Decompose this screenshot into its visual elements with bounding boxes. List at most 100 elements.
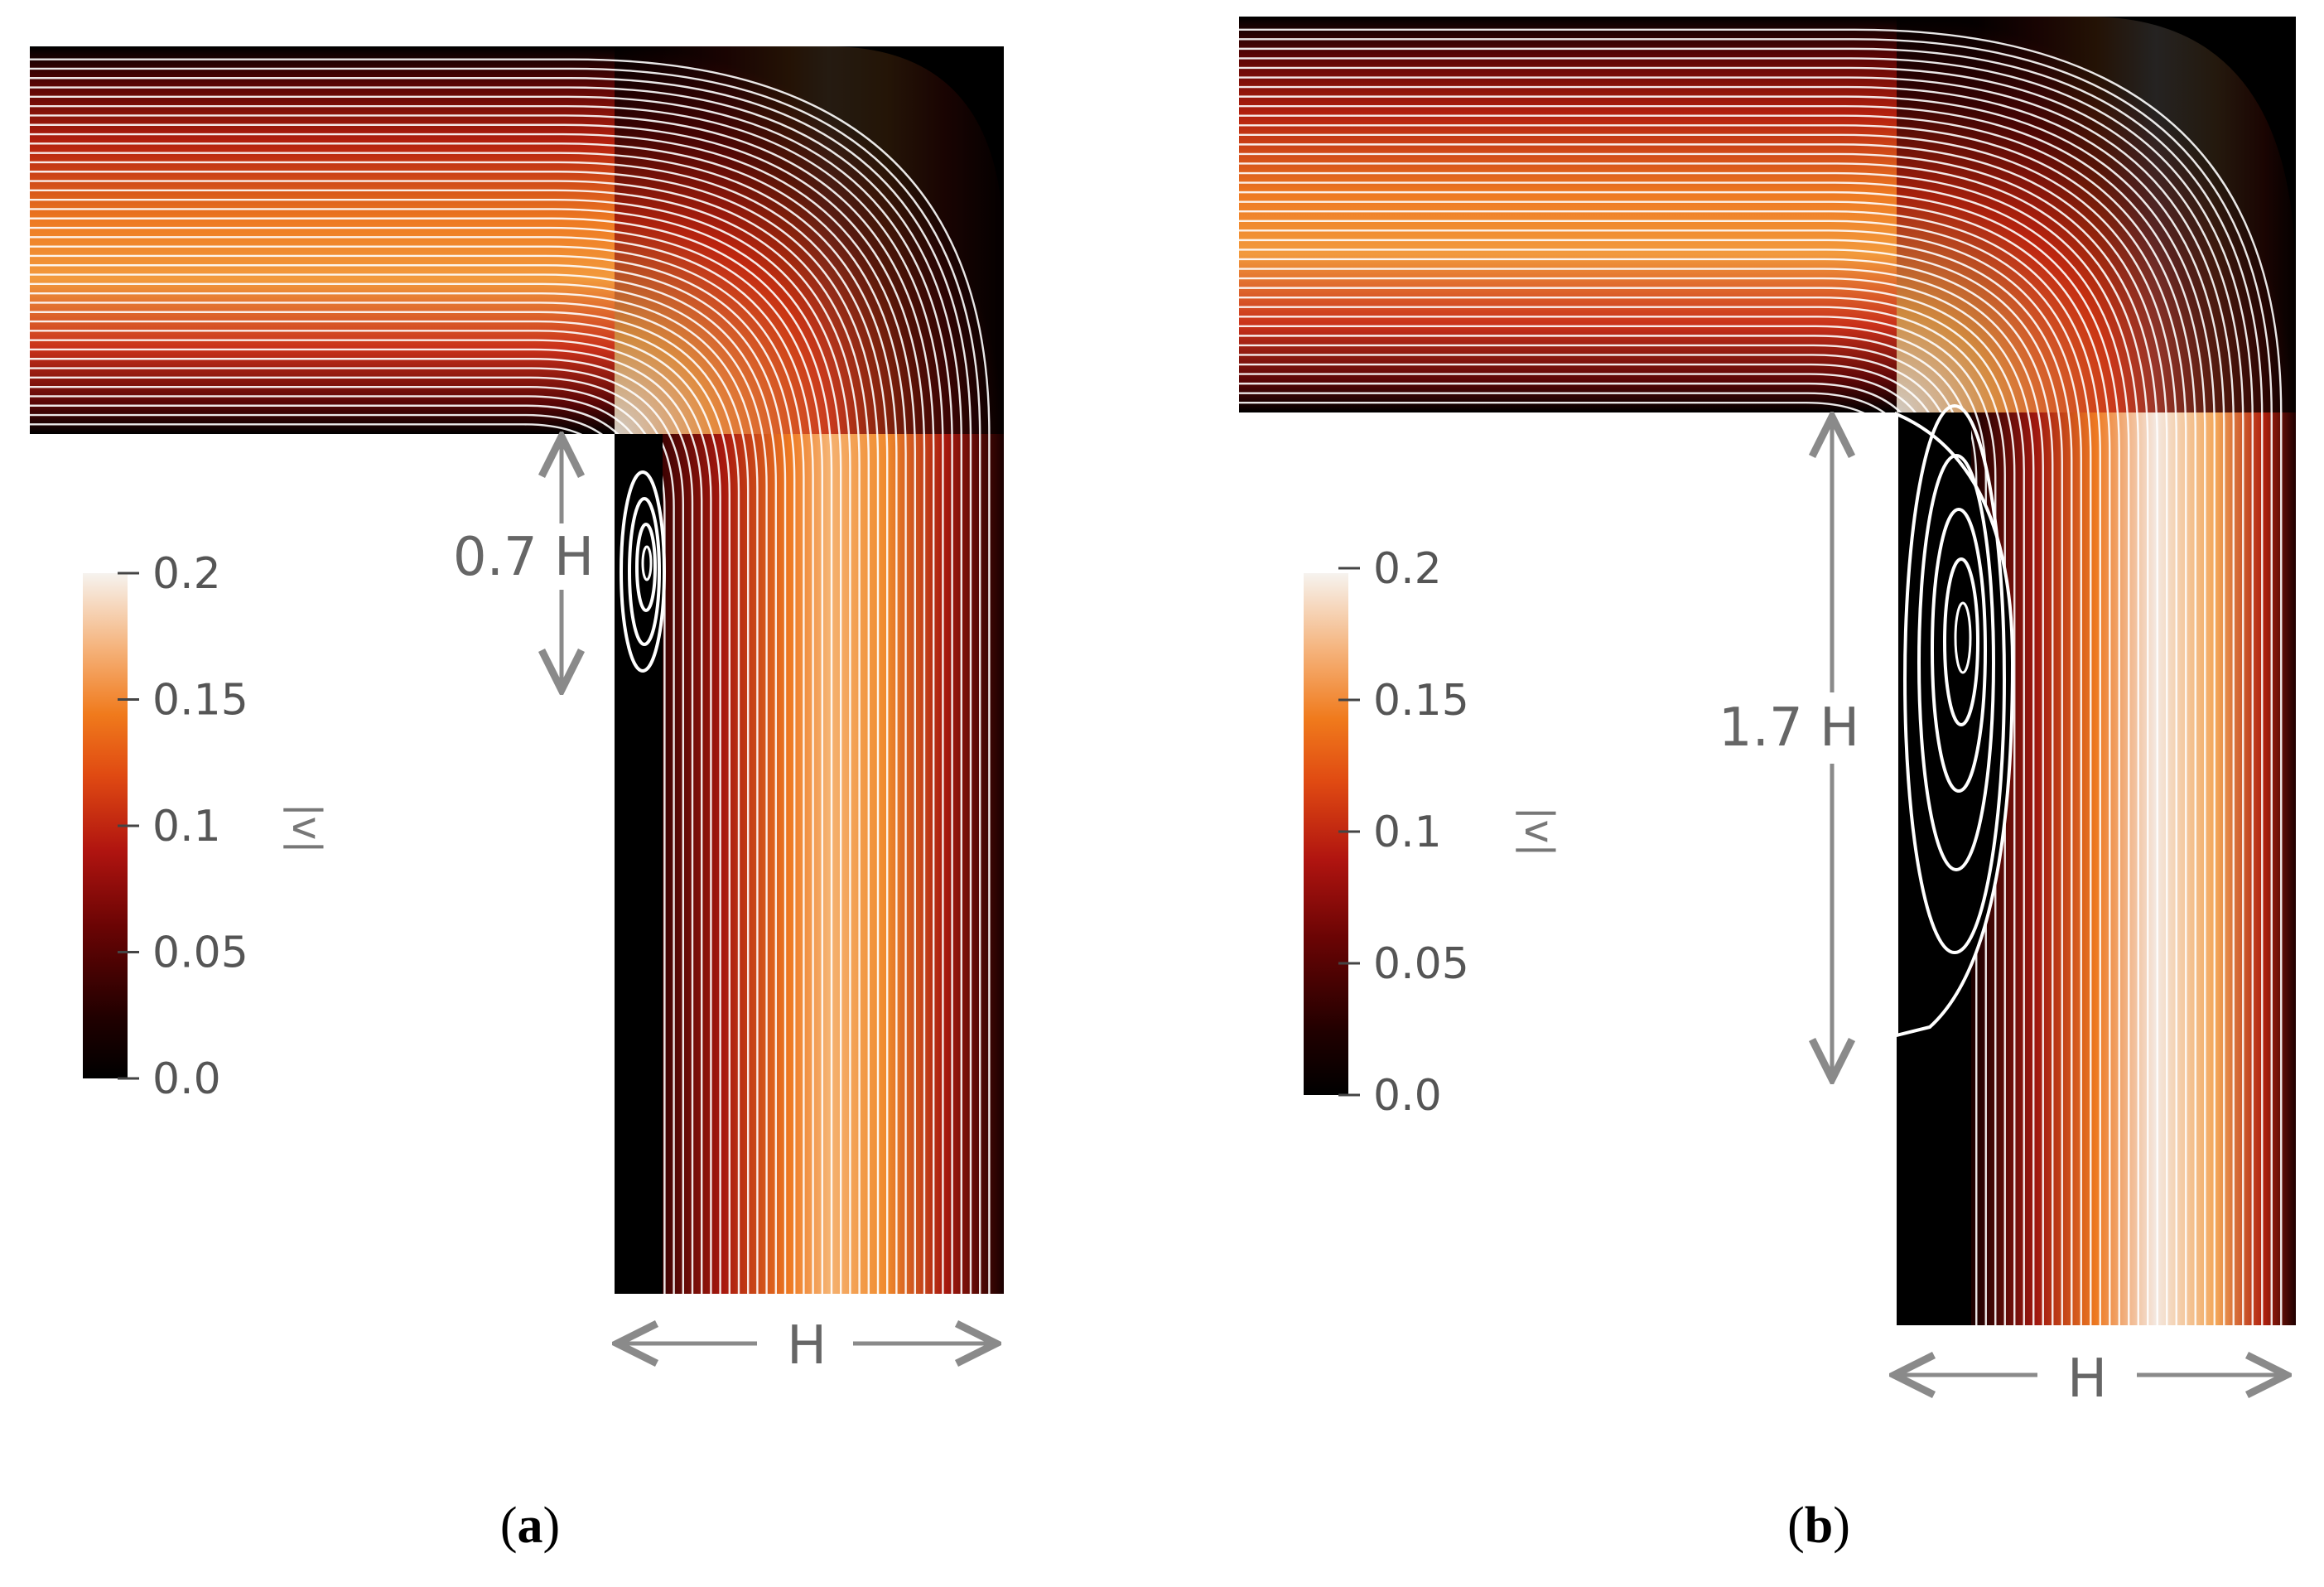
streamline-a	[30, 292, 759, 1294]
streamline-b	[1239, 268, 2044, 1325]
streamline-a	[30, 254, 796, 1294]
colorbar-tick-label-a: 0.0	[152, 1054, 221, 1104]
colorbar-tick-label-b: 0.2	[1373, 544, 1442, 594]
streamline-b	[1239, 200, 2111, 1325]
streamline-a	[30, 301, 750, 1294]
streamline-b	[1239, 76, 2235, 1325]
streamline-a	[30, 376, 675, 1294]
colorbar-tick-label-b: 0.15	[1373, 676, 1469, 726]
streamline-b	[1239, 114, 2196, 1325]
streamline-b	[1239, 248, 2063, 1325]
streamline-a	[30, 208, 842, 1294]
colorbar-b: 0.2 0.15 0.1 0.05 0.0 |v|	[1304, 544, 1562, 1121]
streamline-b	[1239, 28, 2283, 1325]
width-label-b: H	[2067, 1348, 2107, 1410]
streamline-b	[1239, 152, 2158, 1325]
streamline-b	[1239, 239, 2073, 1325]
streamline-a	[30, 367, 684, 1294]
streamline-a	[30, 348, 703, 1294]
streamline-a	[30, 180, 870, 1294]
streamline-b	[1239, 85, 2225, 1325]
streamline-b	[1239, 171, 2139, 1325]
streamline-b	[1239, 104, 2206, 1325]
streamline-b	[1239, 181, 2130, 1325]
recirculation-length-indicator-b: 1.7 H	[1704, 419, 1870, 1077]
streamline-a	[30, 171, 880, 1294]
streamline-a	[30, 123, 926, 1294]
colorbar-title-a: |v|	[283, 803, 330, 854]
colorbar-tick-label-b: 0.05	[1373, 939, 1469, 989]
streamline-b	[1239, 325, 1987, 1325]
width-indicator-b: H	[1897, 1348, 2284, 1410]
streamline-b	[1239, 47, 2264, 1325]
streamline-b	[1239, 335, 1978, 1325]
streamline-b	[1239, 210, 2101, 1325]
streamline-b	[1239, 191, 2120, 1325]
width-label-a: H	[787, 1315, 827, 1377]
streamline-b	[1239, 124, 2187, 1325]
panel-a: 0.2 0.15 0.1 0.05 0.0 |v| 0.7 H H (a)	[30, 46, 1004, 1554]
streamline-b	[1239, 66, 2244, 1325]
streamline-a	[30, 142, 907, 1294]
streamline-a	[30, 264, 787, 1294]
streamline-a	[30, 320, 730, 1294]
colorbar-tick-label-a: 0.05	[152, 929, 248, 978]
colorbar-tick-label-a: 0.2	[152, 549, 221, 599]
colorbar-tick-label-b: 0.1	[1373, 808, 1442, 857]
streamline-a	[30, 86, 962, 1294]
streamline-b	[1239, 316, 1997, 1325]
panel-label-b: (b)	[1787, 1498, 1850, 1554]
colorbar-tick-label-a: 0.15	[152, 676, 248, 726]
streamline-a	[30, 311, 740, 1294]
outer-corner-dead-zone-a	[828, 46, 1004, 248]
streamline-a	[30, 77, 972, 1294]
streamline-a	[30, 198, 851, 1294]
recirculation-length-label-b: 1.7 H	[1719, 697, 1859, 759]
streamline-b	[1239, 229, 2082, 1325]
streamline-a	[30, 226, 823, 1294]
streamline-b	[1239, 95, 2216, 1325]
streamline-a	[30, 217, 833, 1294]
streamline-a	[30, 339, 712, 1294]
recirculation-vortex-a	[615, 434, 666, 1294]
streamline-a	[30, 330, 721, 1294]
streamline-b	[1239, 38, 2273, 1325]
recirculation-length-indicator-a: 0.7 H	[447, 439, 596, 687]
streamline-a	[30, 67, 981, 1294]
streamline-b	[1239, 57, 2254, 1325]
streamline-a	[30, 58, 991, 1294]
streamline-b	[1239, 258, 2054, 1325]
colorbar-tick-label-b: 0.0	[1373, 1071, 1442, 1121]
streamline-a	[30, 114, 935, 1294]
streamline-a	[30, 152, 898, 1294]
streamlines-a	[30, 58, 991, 1294]
colorbar-gradient-b	[1304, 573, 1348, 1095]
colorbar-tick-label-a: 0.1	[152, 802, 221, 851]
streamline-b	[1239, 296, 2016, 1325]
panel-b: 0.2 0.15 0.1 0.05 0.0 |v| 1.7 H H (b)	[1239, 17, 2296, 1554]
recirculation-vortex-b	[1895, 404, 2015, 1325]
streamline-a	[30, 236, 814, 1294]
streamline-b	[1239, 143, 2168, 1325]
streamline-a	[30, 385, 666, 1294]
streamline-a	[30, 273, 777, 1294]
outer-corner-dead-zone-b	[2087, 17, 2296, 282]
streamline-b	[1239, 277, 2035, 1325]
streamline-a	[30, 282, 768, 1294]
streamline-a	[30, 133, 916, 1294]
panel-label-a: (a)	[500, 1498, 560, 1554]
streamline-a	[30, 95, 953, 1294]
streamline-b	[1239, 287, 2025, 1325]
streamline-a	[30, 161, 889, 1294]
streamline-b	[1239, 162, 2149, 1325]
width-indicator-a: H	[620, 1315, 994, 1377]
streamline-b	[1239, 133, 2177, 1325]
streamline-a	[30, 189, 861, 1294]
colorbar-a: 0.2 0.15 0.1 0.05 0.0 |v|	[83, 549, 330, 1104]
streamline-a	[30, 358, 694, 1294]
streamline-a	[30, 104, 944, 1294]
colorbar-title-b: |v|	[1516, 807, 1562, 857]
streamline-b	[1239, 219, 2092, 1325]
streamline-a	[30, 245, 805, 1294]
